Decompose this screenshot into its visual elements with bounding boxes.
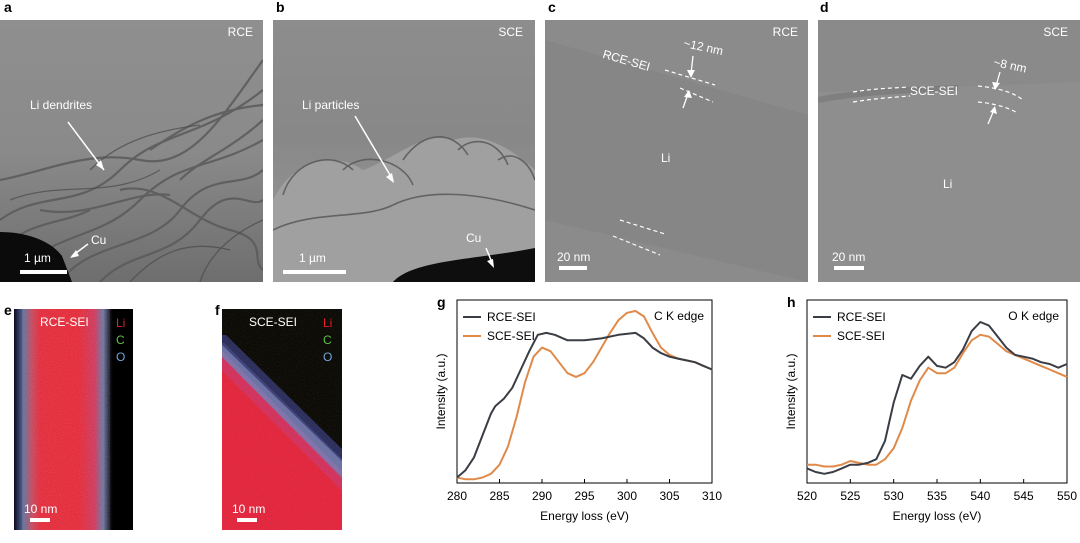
scale-bar-a [20, 270, 67, 274]
scale-label-c: 20 nm [557, 250, 591, 264]
series-line-sce-sei [456, 310, 713, 481]
chart-title: C K edge [654, 309, 704, 323]
tem-image-b: SCE Li particles Cu 1 µm [273, 20, 535, 282]
series-line-rce-sei [456, 331, 713, 479]
scale-label-e: 10 nm [24, 502, 58, 516]
annotation-cu-a: Cu [91, 233, 107, 247]
chart-svg-g: 280 285 290 295 300 305 310 Energy loss (eV) Int… [434, 299, 722, 523]
cu-substrate [0, 232, 72, 282]
bulk-label-d: Li [943, 177, 953, 191]
x-tick-label: 280 [447, 489, 467, 503]
plot-frame [456, 299, 713, 484]
legend-o-f: O [323, 350, 333, 364]
panel-label-a: a [4, 0, 12, 15]
scale-label-b: 1 µm [299, 251, 326, 265]
scale-bar-d [834, 266, 864, 270]
bulk-label-c: Li [661, 151, 671, 165]
scale-bar-f [237, 518, 257, 522]
scale-label-a: 1 µm [24, 251, 51, 265]
x-tick-label: 290 [532, 489, 552, 503]
x-tick-label: 530 [884, 489, 904, 503]
legend-label: RCE-SEI [487, 310, 536, 324]
panel-label-g: g [437, 294, 446, 310]
panel-label-b: b [276, 0, 285, 15]
annotation-li-dendrites: Li dendrites [30, 98, 93, 112]
legend-label: SCE-SEI [487, 329, 535, 343]
x-tick-label: 310 [702, 489, 722, 503]
x-tick-label: 525 [840, 489, 860, 503]
legend-label: RCE-SEI [837, 310, 886, 324]
title-e: RCE-SEI [40, 315, 89, 329]
chart-title: O K edge [1008, 309, 1059, 323]
dendrite-fibers [0, 59, 263, 282]
eels-chart-c-k-edge: 280 285 290 295 300 305 310 Energy loss (eV) Int… [420, 299, 722, 543]
x-tick-label: 300 [617, 489, 637, 503]
x-tick-label: 540 [970, 489, 990, 503]
plot-frame [806, 299, 1068, 484]
panel-label-f: f [215, 302, 220, 318]
tem-image-c: RCE RCE-SEI ~12 nm Li 20 nm [545, 20, 808, 282]
x-tick-label: 535 [927, 489, 947, 503]
legend-c-f: C [323, 333, 332, 347]
x-tick-label: 545 [1014, 489, 1034, 503]
x-tick-label: 520 [797, 489, 817, 503]
title-f: SCE-SEI [249, 315, 298, 329]
scale-label-d: 20 nm [832, 250, 866, 264]
scale-bar-b [283, 270, 346, 274]
corner-label-b: SCE [498, 25, 523, 39]
corner-label-c: RCE [772, 25, 798, 39]
tem-image-d: SCE SCE-SEI ~8 nm Li 20 nm [818, 20, 1080, 282]
tem-image-a: RCE Li dendrites Cu 1 µm [0, 20, 263, 282]
y-axis-label: Intensity (a.u.) [784, 353, 798, 429]
x-tick-label: 550 [1057, 489, 1077, 503]
legend-li-e: Li [116, 316, 126, 330]
corner-label-a: RCE [227, 25, 253, 39]
x-tick-label: 295 [574, 489, 594, 503]
legend-label: SCE-SEI [837, 329, 885, 343]
annotation-cu-b: Cu [466, 231, 482, 245]
annotation-li-particles: Li particles [302, 98, 360, 112]
x-tick-label: 285 [489, 489, 509, 503]
corner-label-d: SCE [1043, 25, 1068, 39]
panel-label-e: e [4, 302, 12, 318]
scale-label-f: 10 nm [232, 502, 266, 516]
panel-label-c: c [548, 0, 556, 15]
sei-label-d: SCE-SEI [910, 84, 959, 98]
chart-svg-h: 520 525 530 535 540 545 550 Energy loss (eV) Int… [784, 299, 1077, 523]
panel-label-h: h [787, 294, 796, 310]
eds-map-f: SCE-SEI Li C O 10 nm [222, 309, 342, 530]
x-axis-label: Energy loss (eV) [540, 509, 629, 523]
panel-label-d: d [820, 0, 829, 15]
series-line-rce-sei [806, 321, 1068, 475]
series-line-sce-sei [807, 333, 1068, 468]
scale-bar-c [559, 266, 587, 270]
legend-o-e: O [116, 350, 126, 364]
eds-map-e: RCE-SEI Li C O 10 nm [14, 309, 133, 530]
scale-bar-e [30, 518, 50, 522]
cu-substrate-b [393, 248, 535, 282]
eels-chart-o-k-edge: 520 525 530 535 540 545 550 Energy loss (eV) Int… [770, 299, 1077, 543]
x-tick-label: 305 [659, 489, 679, 503]
legend-li-f: Li [323, 316, 333, 330]
legend-c-e: C [116, 333, 125, 347]
y-axis-label: Intensity (a.u.) [434, 353, 448, 429]
x-axis-label: Energy loss (eV) [893, 509, 982, 523]
